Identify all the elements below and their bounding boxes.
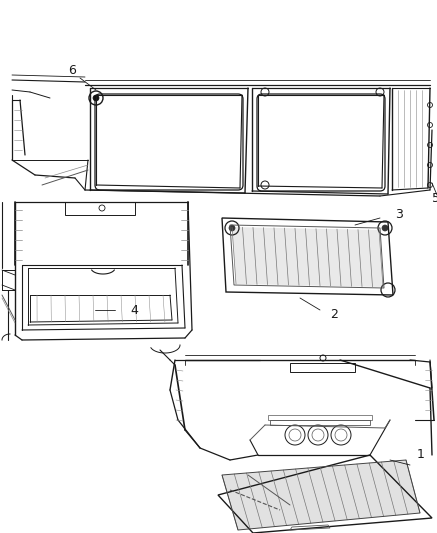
Circle shape	[229, 225, 235, 231]
Text: 3: 3	[395, 208, 403, 222]
Text: 4: 4	[130, 303, 138, 317]
Text: 5: 5	[432, 191, 437, 205]
Circle shape	[382, 225, 388, 231]
Text: 2: 2	[330, 309, 338, 321]
Text: 6: 6	[68, 63, 76, 77]
Text: 1: 1	[417, 448, 425, 462]
Polygon shape	[232, 227, 383, 287]
Polygon shape	[222, 460, 420, 530]
Circle shape	[93, 95, 99, 101]
